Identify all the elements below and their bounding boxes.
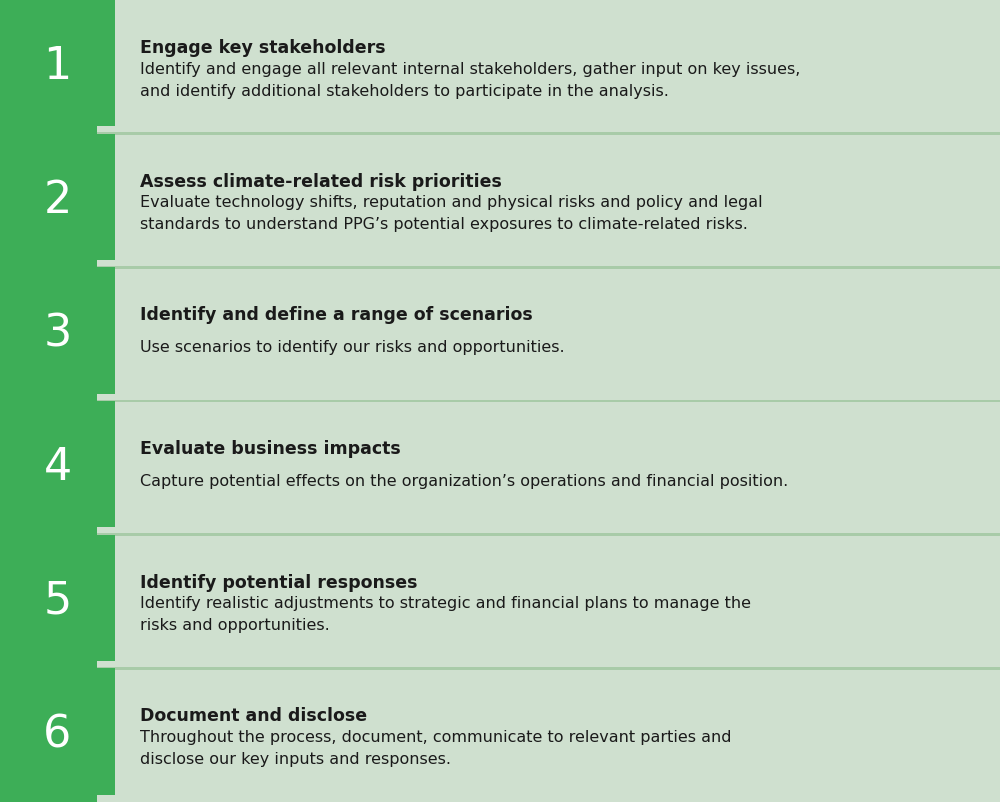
Text: 6: 6 [43,714,72,756]
Text: Engage key stakeholders: Engage key stakeholders [140,39,386,57]
Text: Capture potential effects on the organization’s operations and financial positio: Capture potential effects on the organiz… [140,474,788,488]
Text: 1: 1 [43,46,72,88]
Text: Identify realistic adjustments to strategic and financial plans to manage the
ri: Identify realistic adjustments to strate… [140,596,751,634]
Polygon shape [0,535,115,668]
Text: Evaluate business impacts: Evaluate business impacts [140,440,401,458]
Bar [0,667,1000,670]
Text: Document and disclose: Document and disclose [140,707,367,726]
Text: 2: 2 [43,179,72,222]
Text: Evaluate technology shifts, reputation and physical risks and policy and legal
s: Evaluate technology shifts, reputation a… [140,195,763,233]
Text: 5: 5 [43,580,72,623]
Polygon shape [0,668,115,802]
Text: Assess climate-related risk priorities: Assess climate-related risk priorities [140,172,502,191]
Text: 4: 4 [43,447,72,489]
Polygon shape [0,0,115,134]
Polygon shape [0,267,115,401]
Text: Use scenarios to identify our risks and opportunities.: Use scenarios to identify our risks and … [140,340,565,355]
Bar [0,266,1000,269]
Text: Identify and engage all relevant internal stakeholders, gather input on key issu: Identify and engage all relevant interna… [140,62,800,99]
Polygon shape [0,401,115,535]
Text: Throughout the process, document, communicate to relevant parties and
disclose o: Throughout the process, document, commun… [140,730,732,768]
Text: Identify and define a range of scenarios: Identify and define a range of scenarios [140,306,533,325]
Bar [0,132,1000,135]
Text: Identify potential responses: Identify potential responses [140,573,418,592]
Bar [0,533,1000,536]
Bar [0,400,1000,403]
Text: 3: 3 [43,313,72,355]
Polygon shape [0,134,115,267]
